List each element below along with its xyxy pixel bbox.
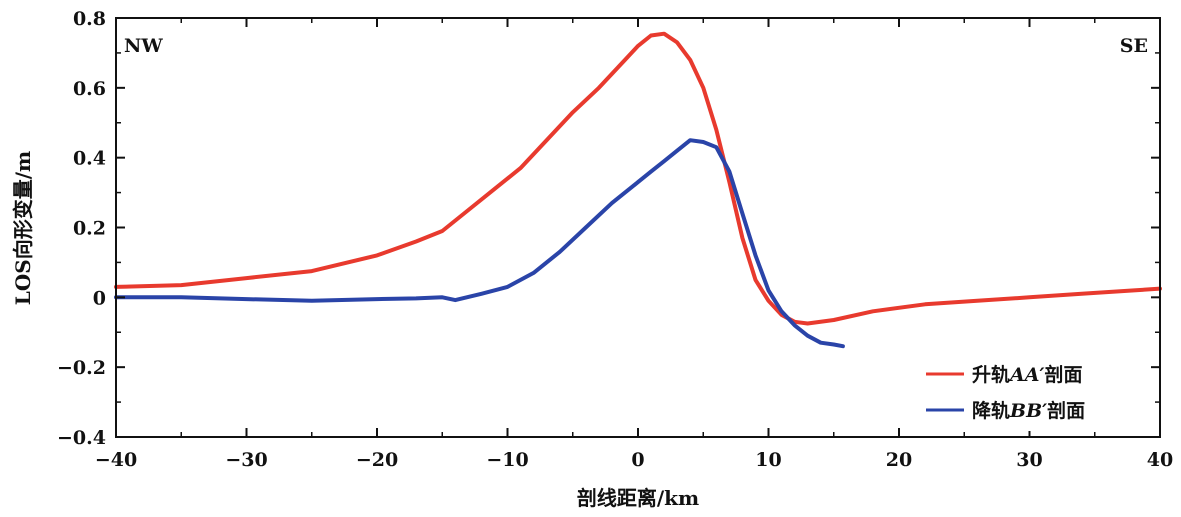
data-point [819, 341, 823, 345]
data-point [923, 302, 927, 306]
data-point [1027, 295, 1032, 299]
y-tick-label: 0.2 [73, 218, 106, 240]
x-tick-label: 10 [755, 449, 781, 471]
data-point [740, 236, 745, 240]
data-point [571, 110, 575, 114]
y-tick-label: −0.4 [57, 427, 106, 449]
data-point [649, 170, 653, 174]
data-point [662, 159, 666, 163]
y-tick-label: −0.2 [57, 357, 106, 379]
data-point [675, 149, 679, 153]
legend-background [918, 355, 1150, 431]
data-point [806, 334, 810, 338]
data-point [414, 239, 418, 244]
x-tick-label: −10 [486, 449, 528, 471]
x-tick-label: 30 [1016, 449, 1042, 471]
series-line-descending [114, 138, 845, 349]
data-point [375, 297, 379, 301]
data-point [649, 33, 653, 38]
data-point [675, 40, 679, 45]
data-point [244, 297, 249, 301]
data-point [375, 253, 379, 257]
series-line-ascending [114, 31, 1162, 326]
data-point [832, 342, 836, 347]
data-point [310, 269, 314, 273]
data-point [688, 138, 692, 142]
data-point [244, 276, 249, 280]
data-point [414, 296, 418, 300]
legend: 升轨AA′剖面 降轨BB′剖面 [918, 355, 1150, 431]
data-point [779, 309, 784, 313]
data-point [492, 187, 496, 191]
data-point [518, 166, 523, 170]
data-point [440, 229, 444, 233]
legend-label-descending: 降轨BB′剖面 [972, 399, 1085, 422]
data-point [753, 278, 758, 282]
data-point [806, 321, 810, 326]
legend-label-ascending: 升轨AA′剖面 [972, 363, 1083, 386]
data-point [310, 299, 314, 303]
data-point [545, 138, 549, 142]
data-point [871, 309, 875, 313]
data-point [766, 299, 771, 303]
data-point [584, 225, 588, 230]
data-point [714, 128, 718, 132]
data-point [179, 283, 183, 287]
data-point [610, 201, 614, 205]
data-point [179, 295, 183, 299]
data-point [466, 208, 470, 212]
data-point [662, 32, 666, 36]
y-tick-label: 0 [93, 287, 106, 309]
y-axis-title: LOS向形变量/m [11, 151, 35, 305]
y-tick-label: 0.6 [73, 78, 106, 100]
data-point [505, 285, 510, 289]
data-point [714, 145, 718, 149]
x-tick-label: −40 [95, 449, 137, 471]
data-point [1132, 288, 1136, 292]
data-point [479, 292, 483, 296]
data-point [753, 253, 758, 257]
y-tick-label: 0.8 [73, 8, 106, 30]
data-point [453, 298, 457, 302]
data-point [688, 58, 692, 62]
data-point [701, 86, 705, 90]
data-point [558, 250, 562, 254]
corner-label-se: SE [1120, 35, 1148, 57]
data-point [623, 58, 627, 62]
data-point [766, 288, 771, 292]
x-tick-label: 0 [631, 449, 644, 471]
data-point [597, 86, 601, 90]
data-point [727, 170, 732, 174]
data-point [793, 323, 797, 327]
x-tick-label: 20 [886, 449, 912, 471]
data-point [727, 180, 732, 184]
data-point [832, 318, 836, 322]
data-point [636, 44, 640, 48]
y-tick-label: 0.4 [73, 148, 106, 170]
corner-label-nw: NW [124, 35, 163, 57]
x-axis-title: 剖线距离/km [577, 486, 699, 510]
x-tick-label: 40 [1147, 449, 1173, 471]
data-point [701, 140, 705, 144]
data-point [740, 211, 745, 216]
data-point [1080, 292, 1084, 296]
data-point [440, 295, 444, 299]
x-tick-label: −20 [356, 449, 398, 471]
data-point [841, 344, 845, 348]
data-point [975, 299, 979, 303]
data-point [532, 271, 536, 275]
data-point [636, 180, 640, 184]
x-tick-label: −30 [225, 449, 267, 471]
